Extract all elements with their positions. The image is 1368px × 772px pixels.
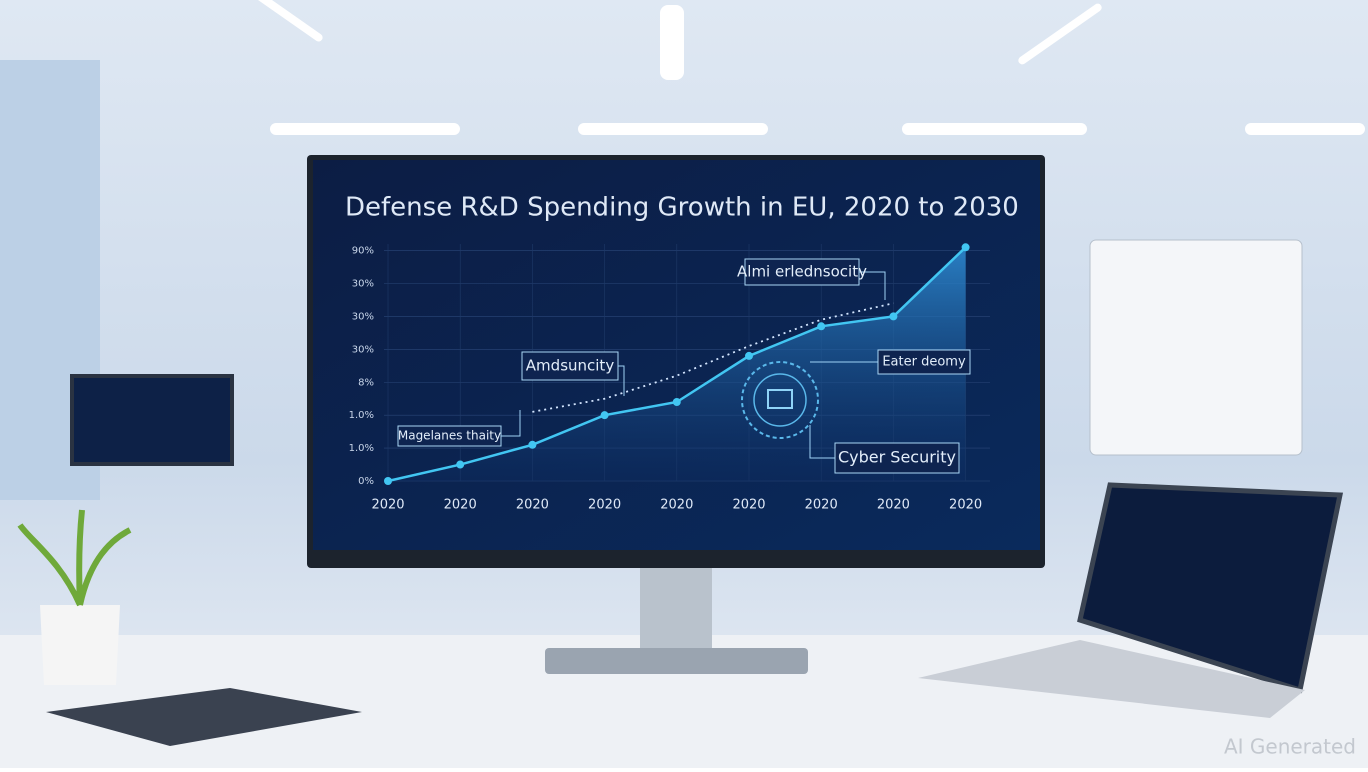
leader (809, 425, 835, 459)
leader (501, 410, 521, 437)
ceiling-light (902, 123, 1087, 135)
laptop-screen (1077, 482, 1344, 694)
notebook (46, 688, 362, 746)
y-tick-label: 30% (352, 279, 374, 290)
leader (618, 365, 625, 396)
plant (17, 509, 132, 607)
point (817, 322, 826, 331)
annotation-box (744, 258, 860, 286)
point (600, 411, 609, 420)
monitor-base (545, 648, 808, 674)
x-tick-label: 2020 (444, 498, 477, 513)
icon-ring (753, 373, 807, 427)
watermark: AI Generated (1224, 735, 1356, 759)
ceiling-light (660, 5, 684, 80)
x-tick-label: 2020 (805, 498, 838, 513)
leader (859, 271, 886, 300)
point (456, 460, 465, 469)
chart-title: Defense R&D Spending Growth in EU, 2020 … (345, 193, 1019, 223)
x-tick-label: 2020 (949, 498, 982, 513)
area (388, 247, 966, 481)
ceiling-light (270, 123, 460, 135)
y-tick-label: 30% (352, 311, 374, 322)
icon (767, 389, 793, 409)
y-tick-label: 8% (358, 377, 374, 388)
y-tick-label: 0% (358, 476, 374, 487)
y-tick-label: 90% (352, 246, 374, 257)
x-tick-label: 2020 (732, 498, 765, 513)
y-tick-label: 1.0% (349, 410, 374, 421)
annotation: Amdsuncity (526, 357, 615, 375)
annotation-box (877, 349, 971, 375)
x-tick-label: 2020 (516, 498, 549, 513)
point (672, 398, 681, 406)
annotation-box (521, 351, 619, 381)
laptop-base (918, 640, 1305, 718)
ceiling-light (578, 123, 768, 135)
x-tick-label: 2020 (588, 498, 621, 513)
y-tick-label: 1.0% (349, 443, 374, 454)
point (745, 351, 753, 360)
point (961, 243, 970, 252)
point (384, 477, 392, 485)
point (528, 440, 537, 449)
annotation: Magelanes thaity (398, 429, 501, 443)
annotation-box (397, 425, 502, 447)
x-tick-label: 2020 (660, 498, 693, 513)
annotation: Almi erlednsocity (737, 263, 867, 281)
ceiling-light (247, 0, 323, 42)
monitor-stand (640, 567, 712, 657)
line (532, 302, 894, 413)
x-tick-label: 2020 (371, 498, 404, 513)
annotation-box (834, 442, 960, 474)
ceiling-light (1245, 123, 1365, 135)
y-tick-label: 30% (352, 344, 374, 355)
point (889, 312, 898, 321)
background-monitor (70, 374, 234, 466)
annotation: Cyber Security (838, 448, 956, 467)
plant-pot (40, 605, 120, 685)
ceiling-light (1018, 3, 1102, 65)
annotation: Eater deomy (882, 355, 966, 370)
x-tick-label: 2020 (877, 498, 910, 513)
whiteboard (1089, 239, 1303, 456)
icon-ring (741, 361, 819, 439)
